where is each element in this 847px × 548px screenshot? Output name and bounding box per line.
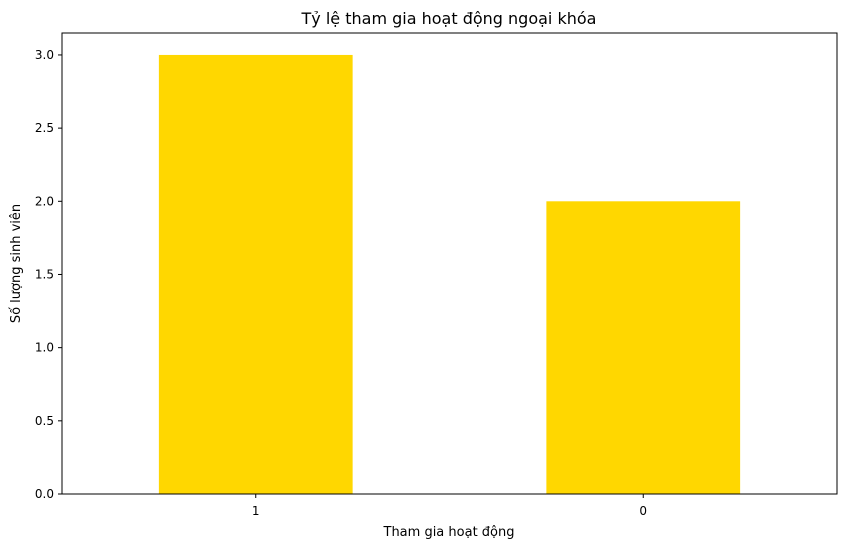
- plot-frame: [61, 32, 838, 495]
- y-tick-label-1.5: 1.5: [35, 267, 54, 281]
- y-tick-label-1.0: 1.0: [35, 341, 54, 355]
- bars-layer: [158, 54, 741, 495]
- bar-1: [158, 54, 353, 494]
- y-tick-label-3.0: 3.0: [35, 48, 54, 62]
- y-tick-label-2.5: 2.5: [35, 121, 54, 135]
- chart-title: Tỷ lệ tham gia hoạt động ngoại khóa: [301, 9, 597, 28]
- bar-0: [546, 201, 741, 495]
- x-tick-label-0: 0: [639, 504, 647, 518]
- y-tick-label-0.0: 0.0: [35, 487, 54, 501]
- y-tick-label-2.0: 2.0: [35, 194, 54, 208]
- y-axis-label: Số lượng sinh viên: [9, 204, 24, 323]
- y-axis-ticks: 0.0 0.5 1.0 1.5 2.0 2.5 3.0: [35, 48, 62, 501]
- y-tick-label-0.5: 0.5: [35, 414, 54, 428]
- x-axis-label: Tham gia hoạt động: [383, 525, 515, 540]
- x-tick-label-1: 1: [252, 504, 260, 518]
